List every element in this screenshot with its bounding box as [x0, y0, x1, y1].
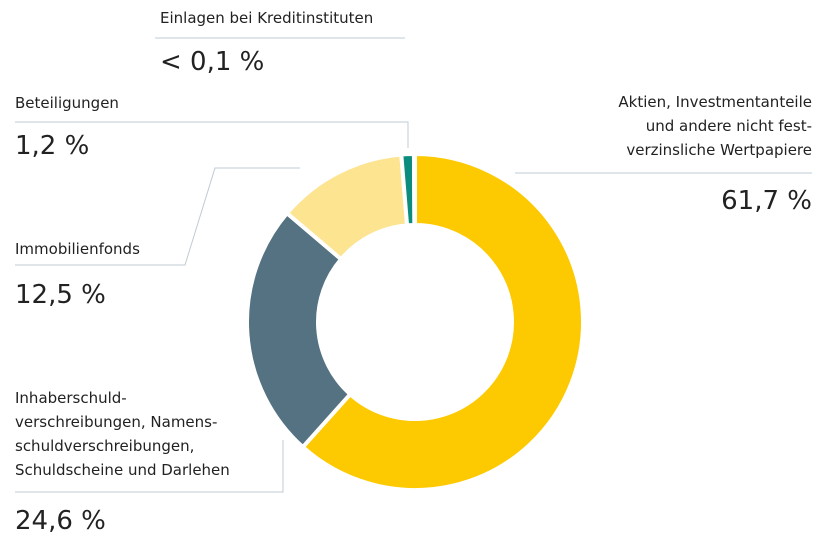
- category-label: Aktien, Investmentanteile und andere nic…: [618, 93, 812, 159]
- category-label: Einlagen bei Kreditinstituten: [160, 9, 374, 27]
- connector: [15, 440, 284, 493]
- donut-slice: [299, 151, 585, 492]
- donut-slice: [411, 151, 417, 228]
- category-label: Inhaberschuld- verschreibungen, Namens- …: [15, 389, 230, 479]
- value-label: 1,2 %: [15, 131, 90, 161]
- connector: [15, 121, 409, 148]
- category-label: Immobilienfonds: [15, 240, 140, 258]
- value-label: 61,7 %: [721, 186, 812, 216]
- value-label: < 0,1 %: [160, 47, 265, 77]
- donut-slice: [245, 210, 354, 450]
- connectors: [15, 37, 812, 493]
- connector: [15, 167, 300, 266]
- value-label: 24,6 %: [15, 506, 106, 536]
- value-label: 12,5 %: [15, 280, 106, 310]
- category-label: Beteiligungen: [15, 94, 119, 112]
